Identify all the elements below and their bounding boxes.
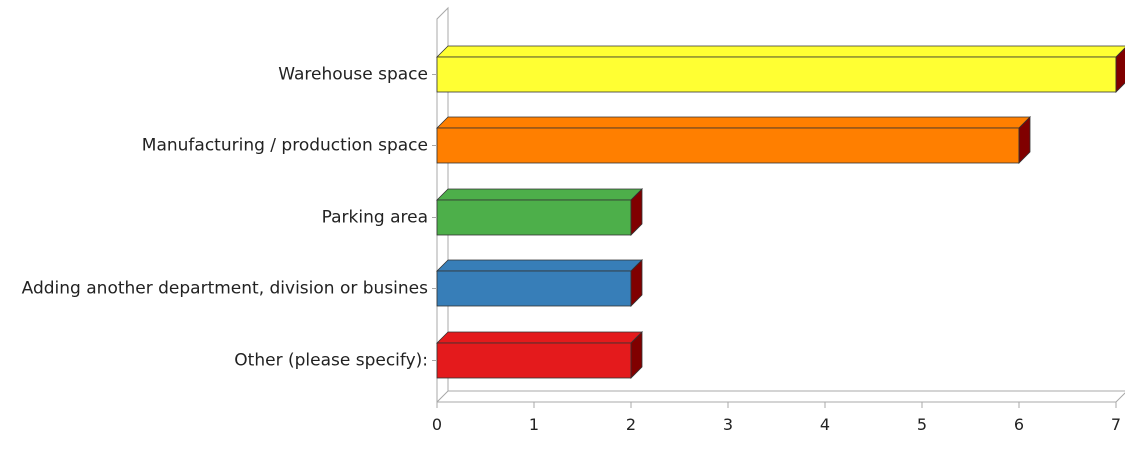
x-tick-label: 6 xyxy=(1014,415,1024,434)
bar-top-face xyxy=(436,331,643,344)
category-label: Other (please specify): xyxy=(234,351,428,371)
bar-parking-area xyxy=(436,188,643,236)
bar-front-face xyxy=(436,199,632,236)
bar-end-face xyxy=(630,188,643,236)
category-label: Manufacturing / production space xyxy=(142,136,428,156)
x-tick-label: 5 xyxy=(917,415,927,434)
x-axis: 0 1 2 3 4 5 6 7 xyxy=(432,402,1121,434)
category-label: Adding another department, division or b… xyxy=(22,279,428,299)
bar-end-face xyxy=(630,259,643,307)
x-tick-label: 7 xyxy=(1111,415,1121,434)
bar-top-face xyxy=(436,188,643,201)
bar-front-face xyxy=(436,270,632,307)
x-tick-label: 1 xyxy=(529,415,539,434)
x-tick-label: 3 xyxy=(723,415,733,434)
floor xyxy=(436,390,1125,403)
bar-top-face xyxy=(436,45,1125,58)
bar-end-face xyxy=(1018,116,1031,164)
x-tick-label: 4 xyxy=(820,415,830,434)
bar-manufacturing-production-space xyxy=(436,116,1031,164)
bar-top-face xyxy=(436,259,643,272)
bar-top-face xyxy=(436,116,1031,129)
bar-adding-another-department-division-or-busines xyxy=(436,259,643,307)
x-tick-label: 2 xyxy=(626,415,636,434)
bar-front-face xyxy=(436,127,1020,164)
bar-warehouse-space xyxy=(436,45,1125,93)
category-label: Parking area xyxy=(322,208,428,228)
bar-end-face xyxy=(630,331,643,379)
bar-end-face xyxy=(1115,47,1125,93)
category-labels: Warehouse space Manufacturing / productio… xyxy=(22,65,437,371)
bar-front-face xyxy=(436,342,632,379)
bars-group xyxy=(436,45,1125,379)
category-label: Warehouse space xyxy=(278,65,428,85)
bar-other-please-specify xyxy=(436,331,643,379)
bar-front-face xyxy=(436,56,1117,93)
x-tick-label: 0 xyxy=(432,415,442,434)
